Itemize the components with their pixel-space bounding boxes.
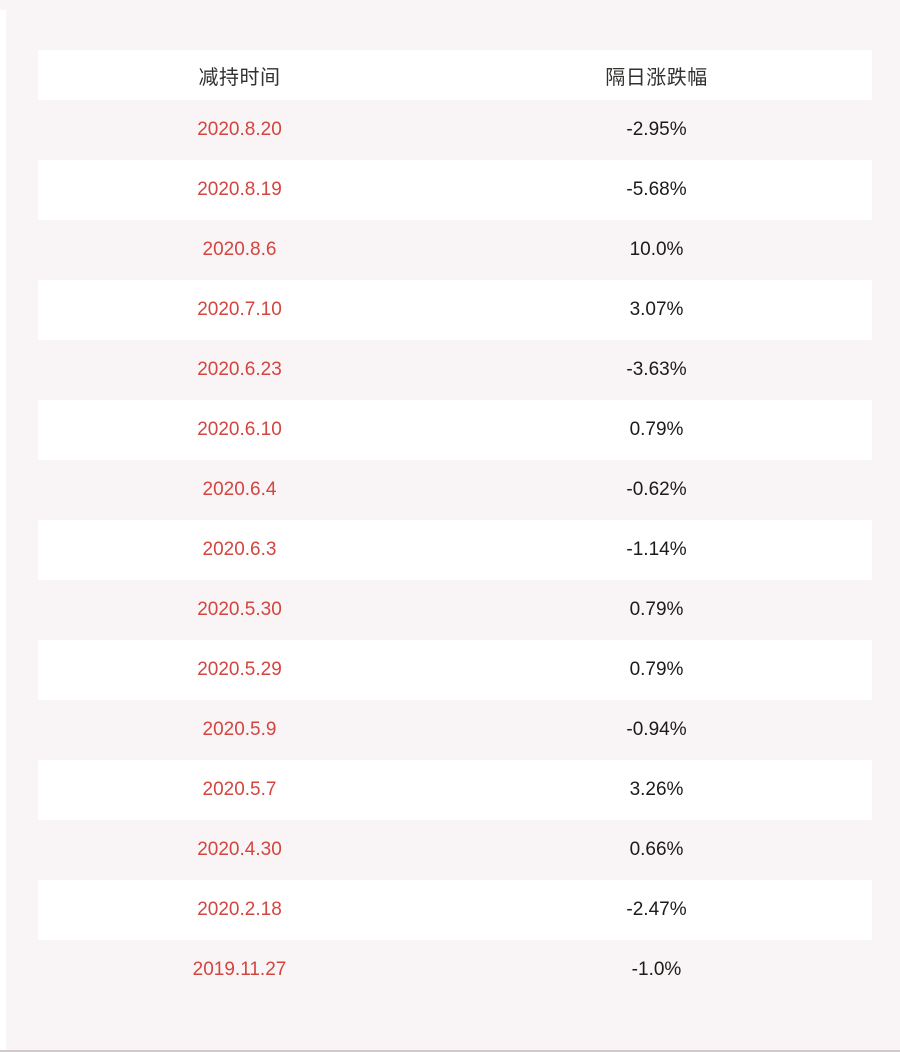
table-row: 2020.2.18 -2.47% (38, 880, 872, 940)
date-cell: 2020.8.19 (197, 179, 282, 200)
column-header-date: 减持时间 (198, 66, 281, 89)
change-cell: 0.66% (629, 839, 684, 860)
table-row: 2020.7.10 3.07% (38, 280, 872, 340)
page-left-edge (0, 10, 6, 1052)
date-cell: 2020.5.7 (202, 779, 277, 800)
change-cell: 3.07% (629, 299, 684, 320)
table-row: 2020.5.9 -0.94% (38, 700, 872, 760)
date-cell: 2020.5.9 (202, 719, 277, 740)
change-cell: 3.26% (629, 779, 684, 800)
date-cell: 2020.2.18 (197, 899, 282, 920)
table-header-row: 减持时间 隔日涨跌幅 (38, 50, 872, 100)
table-row: 2020.5.7 3.26% (38, 760, 872, 820)
table-row: 2019.11.27 -1.0% (38, 940, 872, 1000)
date-cell: 2020.4.30 (197, 839, 282, 860)
change-cell: -0.62% (626, 479, 687, 500)
change-cell: 0.79% (629, 599, 684, 620)
date-cell: 2020.6.23 (197, 359, 282, 380)
date-cell: 2020.7.10 (197, 299, 282, 320)
table-row: 2020.6.23 -3.63% (38, 340, 872, 400)
change-cell: -2.47% (626, 899, 687, 920)
table-row: 2020.4.30 0.66% (38, 820, 872, 880)
bottom-divider (0, 1050, 900, 1052)
change-cell: -2.95% (626, 119, 687, 140)
date-cell: 2019.11.27 (192, 959, 287, 980)
change-cell: -0.94% (626, 719, 687, 740)
reduction-history-table: 减持时间 隔日涨跌幅 2020.8.20 -2.95% 2020.8.19 -5… (38, 50, 872, 1000)
table-row: 2020.8.6 10.0% (38, 220, 872, 280)
change-cell: -5.68% (626, 179, 687, 200)
date-cell: 2020.8.20 (197, 119, 282, 140)
date-cell: 2020.6.4 (202, 479, 277, 500)
date-cell: 2020.8.6 (202, 239, 277, 260)
date-cell: 2020.6.10 (197, 419, 282, 440)
change-cell: 10.0% (629, 239, 684, 260)
change-cell: 0.79% (629, 419, 684, 440)
table-row: 2020.6.4 -0.62% (38, 460, 872, 520)
column-header-change: 隔日涨跌幅 (605, 66, 708, 89)
table-row: 2020.6.3 -1.14% (38, 520, 872, 580)
table-body: 2020.8.20 -2.95% 2020.8.19 -5.68% 2020.8… (38, 100, 872, 1000)
table-row: 2020.5.29 0.79% (38, 640, 872, 700)
change-cell: 0.79% (629, 659, 684, 680)
date-cell: 2020.5.29 (197, 659, 282, 680)
change-cell: -1.0% (631, 959, 682, 980)
table-row: 2020.5.30 0.79% (38, 580, 872, 640)
change-cell: -3.63% (626, 359, 687, 380)
change-cell: -1.14% (626, 539, 687, 560)
date-cell: 2020.5.30 (197, 599, 282, 620)
table-row: 2020.8.20 -2.95% (38, 100, 872, 160)
table-row: 2020.6.10 0.79% (38, 400, 872, 460)
date-cell: 2020.6.3 (202, 539, 277, 560)
table-row: 2020.8.19 -5.68% (38, 160, 872, 220)
